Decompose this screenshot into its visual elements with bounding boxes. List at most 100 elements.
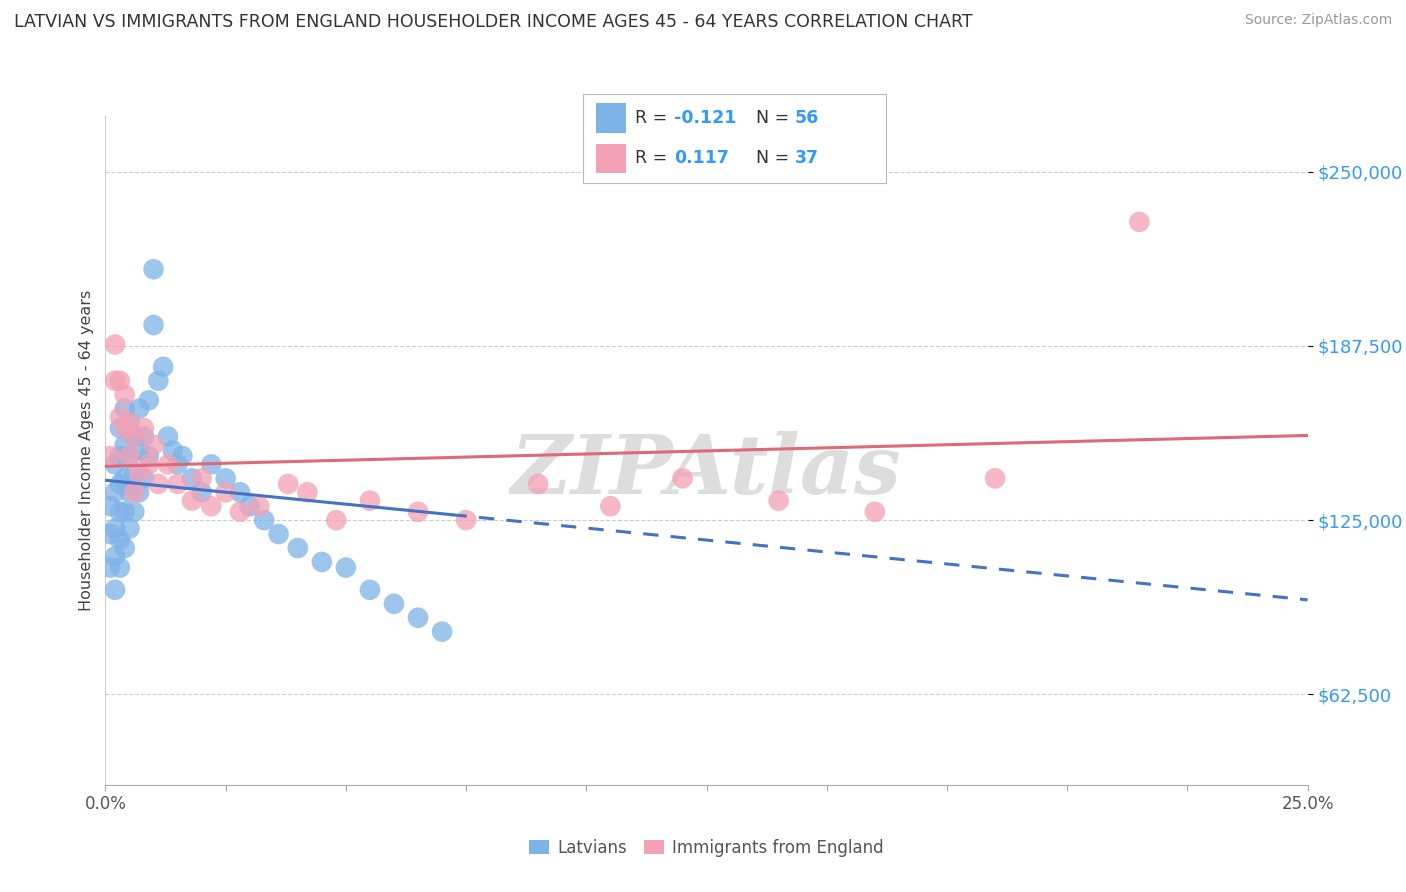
Point: [156, 429, 179, 443]
Point: [142, 262, 165, 277]
Point: [114, 438, 136, 452]
Point: [98, 560, 121, 574]
Point: [253, 513, 276, 527]
Point: [98, 527, 121, 541]
Point: [138, 458, 160, 472]
Point: [311, 555, 333, 569]
Point: [671, 471, 693, 485]
Point: [166, 476, 188, 491]
Point: [297, 485, 319, 500]
Point: [1128, 215, 1150, 229]
Point: [104, 485, 127, 500]
Point: [132, 429, 155, 443]
Point: [214, 471, 236, 485]
Point: [166, 458, 188, 472]
Point: [124, 505, 146, 519]
Point: [335, 560, 357, 574]
Point: [108, 410, 131, 425]
Point: [128, 443, 150, 458]
Point: [142, 318, 165, 332]
Point: [104, 337, 127, 351]
Point: [190, 485, 212, 500]
Point: [156, 458, 179, 472]
Point: [138, 449, 160, 463]
Text: 0.117: 0.117: [675, 149, 730, 168]
Text: -0.121: -0.121: [675, 109, 737, 128]
Text: N =: N =: [756, 109, 794, 128]
Point: [128, 401, 150, 416]
Text: R =: R =: [636, 149, 672, 168]
Point: [118, 449, 141, 463]
Point: [162, 443, 184, 458]
Point: [138, 393, 160, 408]
Legend: Latvians, Immigrants from England: Latvians, Immigrants from England: [523, 832, 890, 863]
Point: [124, 466, 146, 480]
Point: [359, 493, 381, 508]
Point: [181, 471, 204, 485]
Point: [863, 505, 886, 519]
Point: [229, 485, 252, 500]
Point: [287, 541, 309, 555]
Point: [108, 374, 131, 388]
Point: [132, 471, 155, 485]
Point: [214, 485, 236, 500]
Point: [108, 505, 131, 519]
Point: [152, 359, 174, 374]
Point: [382, 597, 405, 611]
Point: [984, 471, 1007, 485]
Point: [104, 582, 127, 597]
Point: [104, 521, 127, 535]
Text: Source: ZipAtlas.com: Source: ZipAtlas.com: [1244, 13, 1392, 28]
Point: [114, 541, 136, 555]
Point: [124, 485, 146, 500]
Point: [148, 476, 170, 491]
Point: [124, 429, 146, 443]
Point: [277, 476, 299, 491]
Point: [104, 458, 127, 472]
Point: [181, 493, 204, 508]
Y-axis label: Householder Income Ages 45 - 64 years: Householder Income Ages 45 - 64 years: [79, 290, 94, 611]
Text: 56: 56: [796, 109, 820, 128]
Point: [132, 421, 155, 435]
Point: [200, 458, 222, 472]
Point: [118, 521, 141, 535]
Point: [527, 476, 550, 491]
Point: [118, 416, 141, 430]
Point: [108, 421, 131, 435]
Point: [229, 505, 252, 519]
Point: [114, 471, 136, 485]
Point: [114, 401, 136, 416]
Point: [325, 513, 347, 527]
Point: [108, 449, 131, 463]
Point: [114, 505, 136, 519]
Point: [108, 476, 131, 491]
Point: [118, 485, 141, 500]
Point: [108, 560, 131, 574]
Point: [118, 416, 141, 430]
Text: 37: 37: [796, 149, 820, 168]
Point: [430, 624, 453, 639]
Point: [190, 471, 212, 485]
Point: [247, 500, 270, 514]
Point: [172, 449, 194, 463]
Point: [104, 374, 127, 388]
Point: [406, 611, 429, 625]
Point: [114, 387, 136, 401]
Point: [599, 500, 621, 514]
Point: [128, 466, 150, 480]
Bar: [596, 144, 626, 173]
Point: [142, 438, 165, 452]
Point: [406, 505, 429, 519]
Text: LATVIAN VS IMMIGRANTS FROM ENGLAND HOUSEHOLDER INCOME AGES 45 - 64 YEARS CORRELA: LATVIAN VS IMMIGRANTS FROM ENGLAND HOUSE…: [14, 13, 973, 31]
Point: [454, 513, 477, 527]
Point: [267, 527, 290, 541]
Point: [148, 374, 170, 388]
Point: [239, 500, 262, 514]
Point: [104, 549, 127, 564]
Point: [124, 429, 146, 443]
Point: [768, 493, 790, 508]
Text: R =: R =: [636, 109, 672, 128]
Point: [98, 449, 121, 463]
Point: [118, 449, 141, 463]
Text: N =: N =: [756, 149, 794, 168]
